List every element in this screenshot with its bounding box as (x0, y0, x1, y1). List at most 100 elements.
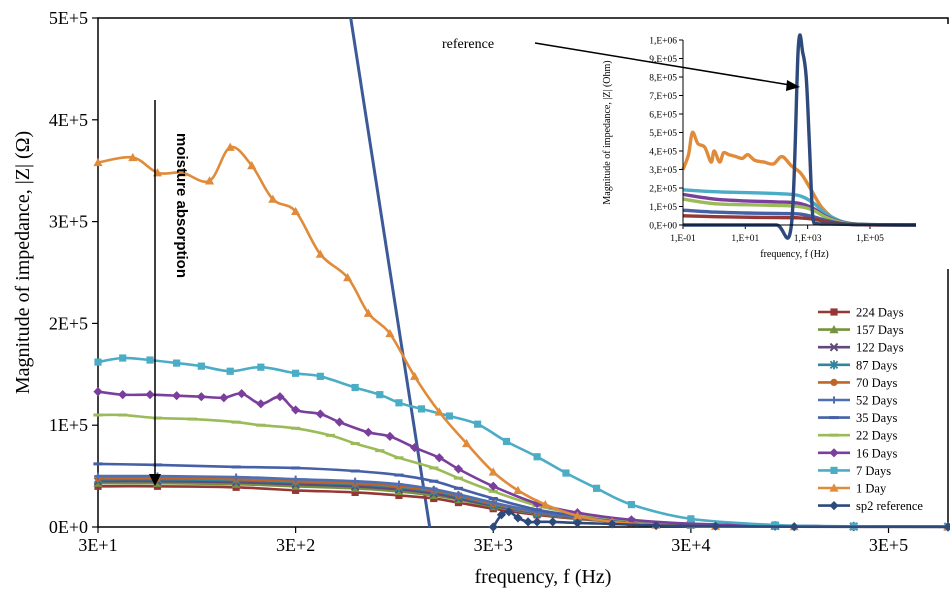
data-point (315, 249, 325, 258)
data-point (462, 438, 472, 448)
data-point (513, 513, 523, 523)
inset-y-tick-label: 8,E+05 (649, 74, 677, 84)
data-point (829, 501, 839, 511)
data-point (454, 490, 463, 499)
inset-y-tick-label: 1,E+06 (649, 37, 677, 47)
inset-y-tick-label: 6,E+05 (649, 111, 677, 121)
data-point (118, 413, 128, 417)
y-tick-label: 4E+5 (49, 110, 88, 130)
x-tick-label: 3E+3 (474, 535, 513, 555)
data-point (540, 500, 550, 509)
y-tick-label: 5E+5 (49, 8, 88, 28)
data-point (430, 485, 438, 493)
legend-item: sp2 reference (818, 499, 923, 513)
data-point (789, 522, 799, 532)
data-point (943, 522, 950, 532)
data-point (410, 371, 420, 380)
inset-x-tick-label: 1,E+05 (856, 234, 884, 244)
data-point (829, 448, 839, 458)
data-point (830, 308, 838, 316)
data-point (488, 522, 498, 532)
data-point (118, 390, 128, 400)
data-point (572, 511, 583, 520)
data-point (453, 486, 464, 490)
data-point (219, 393, 229, 403)
data-point (291, 466, 301, 470)
legend: 224 Days 157 Days 122 Days 87 Days 70 Days 52… (818, 306, 923, 513)
data-point (256, 399, 266, 409)
data-point (830, 396, 838, 404)
data-point (94, 358, 102, 366)
data-point (394, 473, 404, 477)
legend-label: 224 Days (856, 306, 904, 320)
data-point (687, 515, 695, 523)
inset-x-axis-title: frequency, f (Hz) (760, 249, 828, 260)
x-tick-label: 3E+1 (78, 535, 117, 555)
legend-item: 1 Day (818, 482, 887, 496)
data-point (375, 449, 385, 453)
data-point (532, 498, 542, 509)
inset-y-tick-label: 4,E+05 (649, 148, 677, 158)
reference-arrow-head (786, 80, 800, 91)
data-point (257, 363, 265, 371)
legend-label: 157 Days (856, 323, 904, 337)
y-tick-label: 2E+5 (49, 313, 88, 333)
legend-label: sp2 reference (856, 499, 923, 513)
legend-label: 70 Days (856, 376, 897, 390)
y-tick-label: 3E+5 (49, 212, 88, 232)
data-point (172, 391, 182, 401)
data-point (829, 416, 839, 420)
reference-label: reference (442, 37, 494, 52)
data-point (474, 420, 482, 428)
annotations: moisture absorption reference (149, 37, 800, 486)
legend-label: 7 Days (856, 464, 891, 478)
legend-label: 1 Day (856, 482, 887, 496)
main-plot: 0E+0 1E+5 2E+5 3E+5 4E+5 5E+5 3E+1 3E+2 3E+3 3E+4… (12, 8, 950, 588)
data-point (275, 392, 285, 402)
data-point (445, 412, 454, 420)
data-point (410, 442, 420, 453)
data-point (291, 206, 301, 216)
data-point (523, 517, 533, 527)
data-point (93, 413, 103, 417)
data-point (119, 354, 127, 362)
legend-label: 35 Days (856, 411, 897, 425)
data-point (513, 485, 523, 494)
data-point (453, 464, 464, 474)
series-122-days (93, 476, 950, 532)
legend-item: 7 Days (818, 464, 891, 478)
data-point (376, 391, 384, 399)
data-point (627, 501, 635, 509)
data-point (93, 157, 103, 167)
moisture-absorption-label: moisture absorption (173, 133, 190, 278)
data-point (829, 360, 839, 370)
inset-plot: 0,E+00 1,E+05 2,E+05 3,E+05 4,E+05 5,E+05 6,E+… (598, 24, 950, 269)
legend-item: 122 Days (818, 341, 904, 355)
data-point (434, 453, 444, 463)
moisture-arrow-head (149, 474, 161, 486)
data-point (488, 467, 498, 476)
data-point (256, 423, 266, 427)
data-point (292, 369, 300, 377)
inset-y-tick-label: 0,E+00 (649, 222, 677, 232)
data-point (829, 483, 839, 492)
data-point (710, 521, 721, 531)
legend-label: 87 Days (856, 358, 897, 372)
data-point (291, 426, 301, 430)
data-point (226, 367, 234, 375)
data-point (830, 466, 838, 474)
data-point (93, 462, 103, 466)
legend-item: 52 Days (818, 394, 897, 408)
data-point (489, 498, 497, 507)
data-point (434, 407, 444, 416)
data-point (315, 409, 325, 419)
data-point (197, 362, 205, 370)
legend-item: 22 Days (818, 429, 897, 443)
data-point (830, 378, 838, 386)
data-point (626, 515, 636, 525)
data-point (771, 521, 779, 529)
data-point (145, 390, 155, 400)
data-point (829, 325, 839, 334)
data-point (350, 469, 360, 473)
